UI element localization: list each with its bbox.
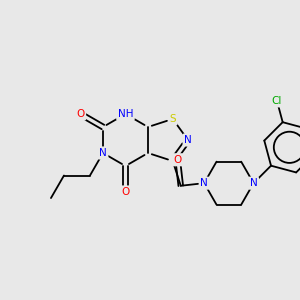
Text: O: O xyxy=(122,187,130,197)
Text: NH: NH xyxy=(118,109,133,119)
Text: Cl: Cl xyxy=(272,96,282,106)
Text: S: S xyxy=(169,114,176,124)
Text: O: O xyxy=(174,155,182,165)
Text: N: N xyxy=(99,148,107,158)
Text: N: N xyxy=(184,135,192,145)
Text: N: N xyxy=(200,178,208,188)
Text: O: O xyxy=(76,109,85,119)
Text: N: N xyxy=(250,178,257,188)
